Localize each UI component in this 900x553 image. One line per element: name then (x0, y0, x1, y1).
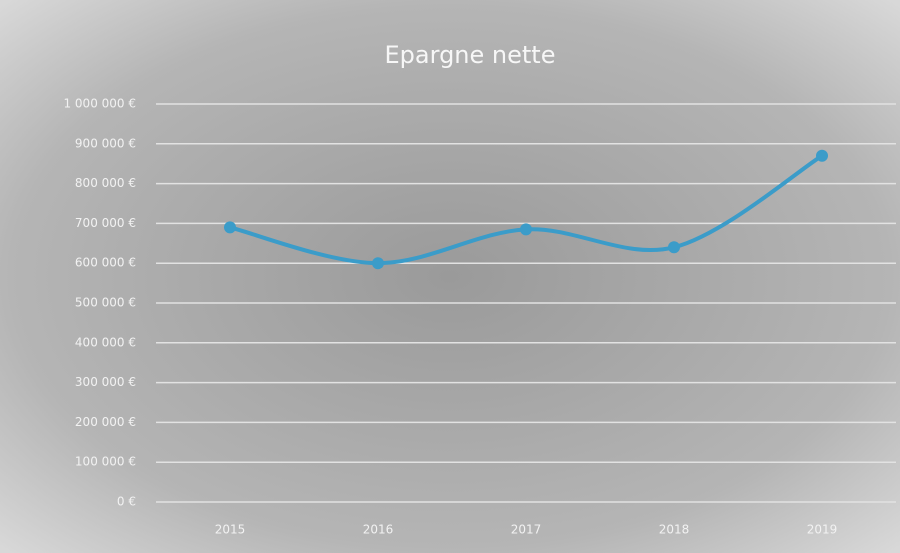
y-tick-label: 600 000 € (75, 256, 136, 270)
x-tick-label: 2015 (215, 523, 246, 537)
y-tick-label: 0 € (117, 495, 136, 509)
x-tick-label: 2018 (659, 523, 690, 537)
x-tick-label: 2016 (363, 523, 394, 537)
y-tick-label: 800 000 € (75, 176, 136, 190)
y-tick-label: 500 000 € (75, 296, 136, 310)
marker (520, 223, 532, 236)
y-tick-label: 700 000 € (75, 216, 136, 230)
x-tick-label: 2019 (807, 523, 838, 537)
x-tick-label: 2017 (511, 523, 542, 537)
y-tick-label: 900 000 € (75, 136, 136, 150)
y-tick-label: 1 000 000 € (63, 97, 136, 111)
chart-title: Epargne nette (385, 41, 556, 69)
y-tick-label: 300 000 € (75, 375, 136, 389)
marker (372, 257, 384, 270)
y-tick-label: 200 000 € (75, 415, 136, 429)
y-tick-label: 100 000 € (75, 455, 136, 469)
marker (668, 241, 680, 254)
y-tick-label: 400 000 € (75, 335, 136, 349)
marker (224, 221, 236, 234)
marker (816, 149, 828, 162)
